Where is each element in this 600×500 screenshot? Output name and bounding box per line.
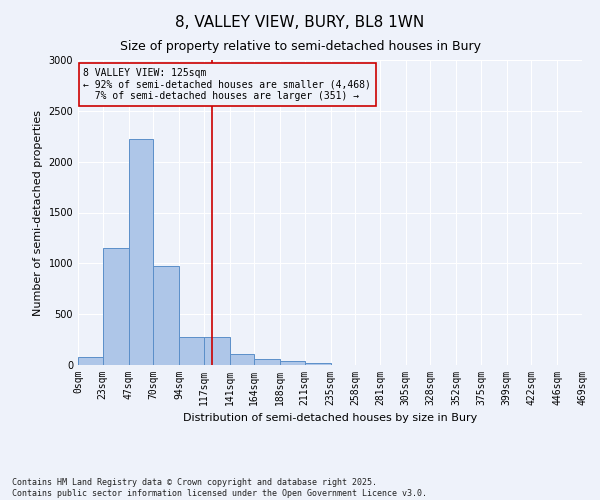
Text: Size of property relative to semi-detached houses in Bury: Size of property relative to semi-detach… — [119, 40, 481, 53]
Text: 8, VALLEY VIEW, BURY, BL8 1WN: 8, VALLEY VIEW, BURY, BL8 1WN — [175, 15, 425, 30]
Bar — [230, 354, 254, 365]
Text: 8 VALLEY VIEW: 125sqm
← 92% of semi-detached houses are smaller (4,468)
  7% of : 8 VALLEY VIEW: 125sqm ← 92% of semi-deta… — [83, 68, 371, 102]
Bar — [103, 248, 128, 365]
Bar — [254, 360, 280, 365]
Bar — [153, 266, 179, 365]
X-axis label: Distribution of semi-detached houses by size in Bury: Distribution of semi-detached houses by … — [183, 414, 477, 424]
Bar — [128, 140, 153, 365]
Bar — [78, 358, 103, 365]
Bar — [280, 361, 305, 365]
Text: Contains HM Land Registry data © Crown copyright and database right 2025.
Contai: Contains HM Land Registry data © Crown c… — [12, 478, 427, 498]
Bar — [305, 363, 331, 365]
Bar — [204, 336, 230, 365]
Y-axis label: Number of semi-detached properties: Number of semi-detached properties — [33, 110, 43, 316]
Bar — [179, 336, 204, 365]
